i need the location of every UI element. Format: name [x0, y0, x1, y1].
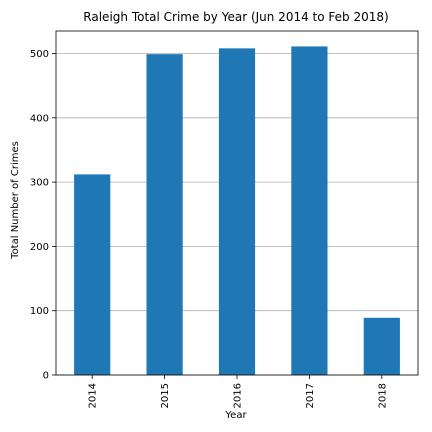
x-tick-label: 2015	[160, 383, 171, 408]
x-tick-label: 2014	[88, 383, 99, 408]
bar-2015	[146, 54, 183, 375]
y-tick-label: 100	[30, 306, 49, 317]
bar-2018	[363, 317, 400, 375]
bar-2017	[291, 46, 328, 376]
y-tick-label: 200	[30, 242, 49, 253]
y-tick-label: 400	[30, 113, 49, 124]
chart-title: Raleigh Total Crime by Year (Jun 2014 to…	[83, 10, 388, 24]
x-tick-label: 2017	[305, 383, 316, 408]
bars	[74, 46, 400, 376]
x-axis-ticks: 2014 2015 2016 2017 2018	[88, 375, 388, 408]
y-tick-label: 300	[30, 178, 49, 189]
x-tick-label: 2018	[377, 383, 388, 408]
bar-2014	[74, 174, 111, 375]
y-axis-label: Total Number of Crimes	[10, 141, 21, 260]
bar-2016	[218, 48, 256, 375]
x-tick-label: 2016	[233, 383, 244, 408]
y-tick-label: 0	[43, 371, 49, 382]
y-axis-ticks: 0 100 200 300 400 500	[30, 49, 56, 382]
x-axis-label: Year	[224, 410, 247, 421]
y-tick-label: 500	[30, 49, 49, 60]
